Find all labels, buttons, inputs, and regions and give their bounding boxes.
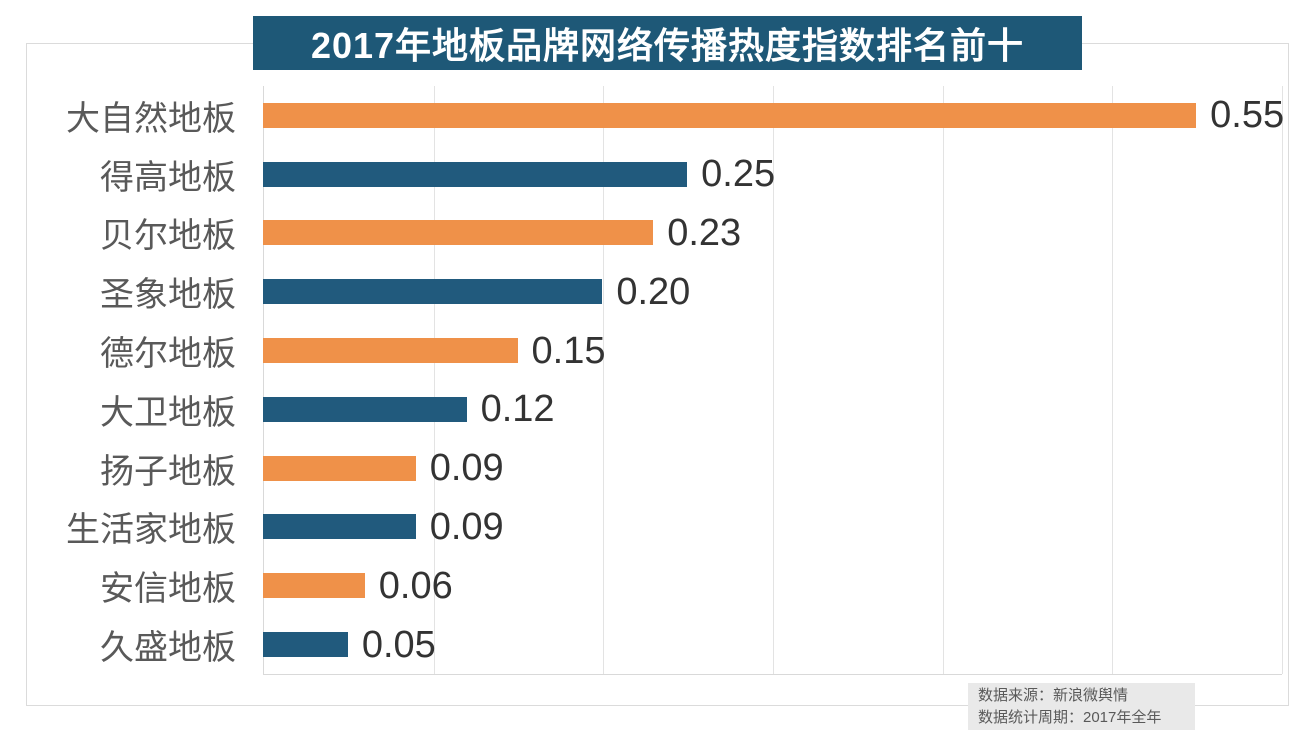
gridline-0.4 [942,86,944,674]
chart-row: 得高地板 0.25 [26,145,1281,204]
bar-track: 0.25 [263,155,1281,193]
value-label: 0.20 [616,270,691,313]
bar [263,338,518,364]
value-label: 0.12 [480,388,555,431]
bar-track: 0.06 [263,567,1281,605]
bar [263,279,603,305]
category-label: 大卫地板 [100,393,236,432]
chart-row: 圣象地板 0.20 [26,262,1281,321]
gridline-0.2 [603,86,605,674]
data-source-text: 数据来源：新浪微舆情 [978,687,1129,704]
chart-title: 2017年地板品牌网络传播热度指数排名前十 [310,25,1025,66]
chart-row: 大自然地板 0.55 [26,86,1285,145]
bar [263,632,348,658]
chart-row: 久盛地板 0.05 [26,615,1281,674]
title-banner: 2017年地板品牌网络传播热度指数排名前十 [253,16,1082,70]
bar-track: 0.55 [263,94,1285,137]
bar-track: 0.09 [263,449,1281,487]
bar [263,161,688,187]
chart-border-frame [26,43,1289,706]
value-label: 0.06 [378,564,453,607]
category-label: 德尔地板 [100,335,236,374]
bar-track: 0.09 [263,508,1281,546]
bar [263,396,467,422]
gridline-0.3 [773,86,774,674]
data-period-text: 数据统计周期：2017年全年 [978,709,1162,726]
category-label: 大自然地板 [66,99,236,138]
plot-area [263,86,1283,675]
bar-track: 0.12 [263,390,1281,428]
value-label: 0.55 [1210,94,1285,137]
value-label: 0.23 [667,211,742,254]
bar [263,102,1197,128]
bar-track: 0.05 [263,626,1281,664]
chart-row: 扬子地板 0.09 [26,439,1281,498]
data-source-box: 数据来源：新浪微舆情 数据统计周期：2017年全年 [968,683,1195,730]
value-label: 0.15 [531,329,606,372]
bar [263,455,416,481]
category-label: 久盛地板 [100,629,236,668]
category-label: 安信地板 [100,570,236,609]
category-label: 扬子地板 [100,452,236,491]
bar-track: 0.15 [263,332,1281,370]
bar-track: 0.20 [263,273,1281,311]
chart-row: 大卫地板 0.12 [26,380,1281,439]
bar-track: 0.23 [263,214,1281,252]
bar-rows-container: 大自然地板 0.55 得高地板 0.25 贝尔地板 0.23 圣象地板 0.20 德尔地板 0.1… [26,86,1285,674]
value-label: 0.09 [429,505,504,548]
chart-row: 生活家地板 0.09 [26,498,1281,557]
category-label: 圣象地板 [100,276,236,315]
chart-row: 安信地板 0.06 [26,556,1281,615]
gridline-0.5 [1112,86,1114,674]
category-label: 贝尔地板 [100,217,236,256]
category-label: 生活家地板 [66,511,236,550]
bar [263,514,416,540]
category-label: 得高地板 [100,158,236,197]
value-label: 0.05 [361,623,436,666]
gridline-0.6 [1282,86,1283,674]
bar [263,573,365,599]
gridline-0.1 [433,86,435,674]
chart-row: 德尔地板 0.15 [26,321,1281,380]
value-label: 0.25 [701,153,776,196]
bar [263,220,654,246]
value-label: 0.09 [429,447,504,490]
chart-row: 贝尔地板 0.23 [26,204,1281,263]
